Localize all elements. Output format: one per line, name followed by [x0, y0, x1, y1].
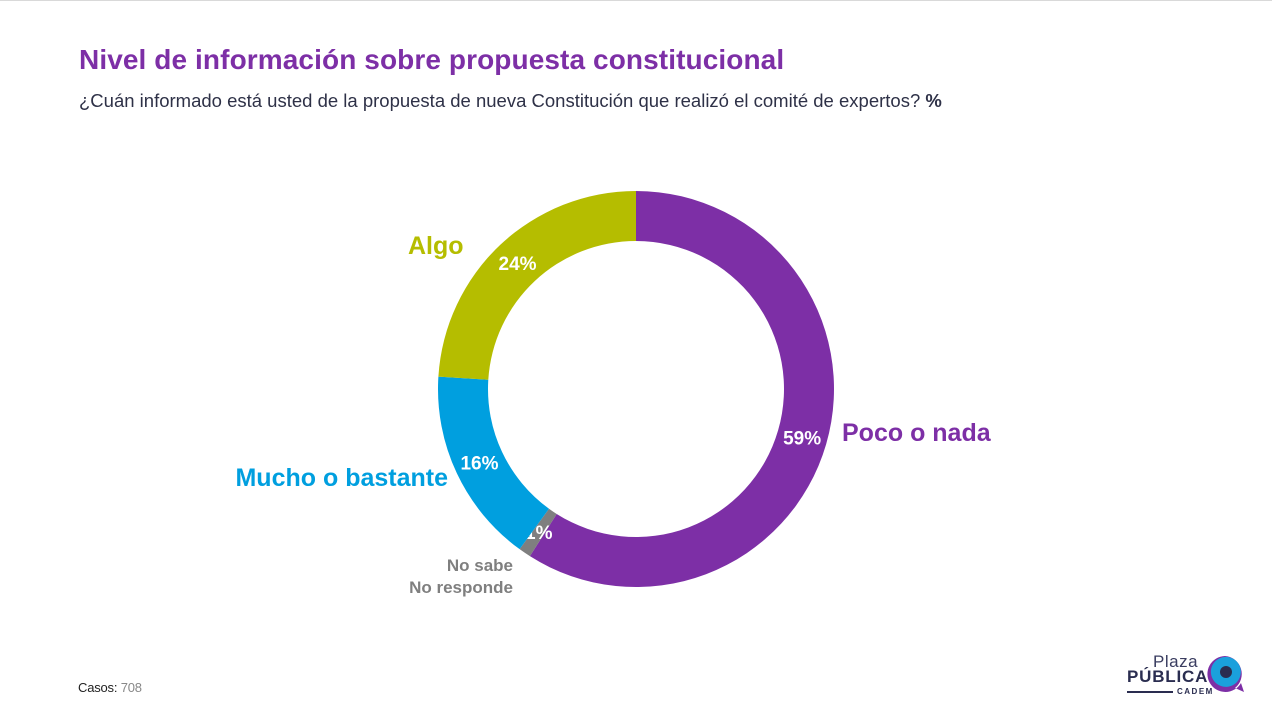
cases-footer: Casos: 708: [78, 680, 142, 695]
subtitle-question: ¿Cuán informado está usted de la propues…: [79, 90, 921, 111]
page-title: Nivel de información sobre propuesta con…: [79, 44, 785, 75]
value-label-algo: 24%: [499, 254, 537, 275]
donut-slice-poco-o-nada: [529, 191, 834, 587]
cases-label: Casos: [78, 680, 114, 695]
logo-line-cadem: CADEM: [1177, 687, 1214, 696]
logo-line-plaza: Plaza: [1153, 652, 1199, 671]
cases-value: 708: [120, 680, 142, 695]
donut-slice-algo: [438, 191, 636, 380]
speech-bubble-icon: [1207, 656, 1244, 692]
category-label-algo: Algo: [408, 232, 464, 260]
donut-slice-mucho-o-bastante: [438, 376, 550, 550]
top-divider: [0, 0, 1272, 1]
logo-rule: [1127, 691, 1173, 693]
category-label-mucho-o-bastante: Mucho o bastante: [235, 464, 448, 492]
value-label-poco-o-nada: 59%: [783, 428, 821, 449]
value-label-mucho-o-bastante: 16%: [460, 454, 498, 475]
donut-slice-no-sabe-no-responde: [519, 508, 557, 557]
subtitle-unit: %: [925, 90, 942, 111]
page-subtitle: ¿Cuán informado está usted de la propues…: [79, 90, 942, 112]
category-label-no-sabe-no-responde: No sabe No responde: [409, 556, 513, 597]
plaza-publica-logo: Plaza PÚBLICA CADEM: [1120, 650, 1250, 700]
logo-line-publica: PÚBLICA: [1127, 667, 1209, 686]
category-label-line: No responde: [409, 578, 513, 597]
category-label-line: No sabe: [447, 556, 513, 575]
category-label-poco-o-nada: Poco o nada: [842, 419, 992, 447]
